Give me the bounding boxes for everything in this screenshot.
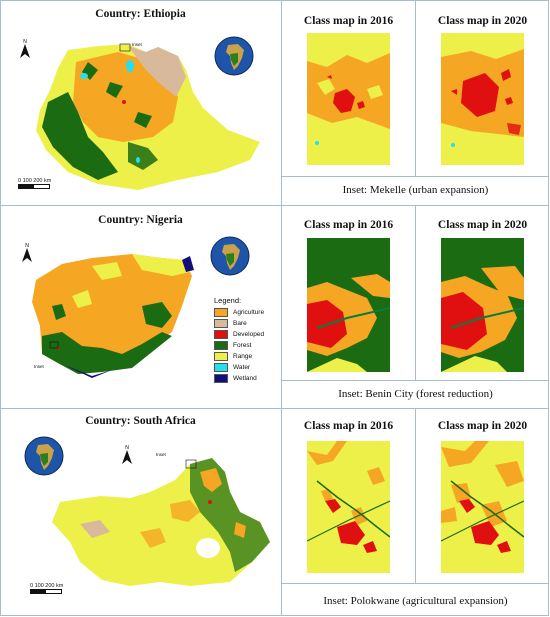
legend-item-bare: Bare — [214, 318, 264, 329]
caption-divider — [281, 583, 549, 584]
map-2020-title: Class map in 2020 — [437, 15, 528, 27]
map-2020-title: Class map in 2020 — [437, 219, 528, 231]
scale-bar: 0 100 200 km — [30, 583, 63, 594]
inset-marker-label: Inset — [132, 42, 142, 47]
country-title-south-africa: Country: South Africa — [85, 415, 196, 427]
inset-marker-label: Inset — [156, 452, 166, 457]
map-2020-title: Class map in 2020 — [437, 420, 528, 432]
inset-marker-label: Inset — [34, 364, 44, 369]
north-arrow-icon: N — [122, 445, 132, 464]
map-legend: Legend: Agriculture Bare Developed Fores… — [214, 296, 264, 384]
scale-bar: 0 100 200 km — [18, 178, 51, 189]
map-2016-title: Class map in 2016 — [303, 15, 394, 27]
legend-item-forest: Forest — [214, 340, 264, 351]
svg-text:N: N — [25, 243, 29, 249]
globe-africa-icon — [214, 36, 254, 76]
row-divider — [0, 408, 549, 409]
legend-item-water: Water — [214, 362, 264, 373]
legend-title: Legend: — [214, 296, 242, 305]
caption-divider — [281, 380, 549, 381]
column-divider — [281, 0, 282, 616]
nigeria-country-map — [32, 254, 194, 378]
south-africa-class-map-2020 — [441, 441, 524, 573]
ethiopia-country-map — [36, 43, 260, 190]
row-divider — [0, 205, 549, 206]
caption-divider — [281, 176, 549, 177]
inset-caption-south-africa: Inset: Polokwane (agricultural expansion… — [323, 595, 508, 607]
legend-item-agriculture: Agriculture — [214, 307, 264, 318]
ethiopia-class-map-2016 — [307, 33, 390, 165]
legend-item-developed: Developed — [214, 329, 264, 340]
legend-item-wetland: Wetland — [214, 373, 264, 384]
south-africa-class-map-2016 — [307, 441, 390, 573]
globe-africa-icon — [210, 236, 250, 276]
scale-label: 0 100 200 km — [30, 583, 64, 589]
country-title-nigeria: Country: Nigeria — [98, 214, 183, 226]
svg-text:N: N — [125, 445, 129, 451]
column-divider — [415, 0, 416, 176]
legend-item-range: Range — [214, 351, 264, 362]
globe-africa-icon — [24, 436, 64, 476]
north-arrow-icon: N — [22, 243, 32, 262]
scale-label: 0 100 200 km — [18, 178, 52, 184]
map-2016-title: Class map in 2016 — [303, 219, 394, 231]
map-2016-title: Class map in 2016 — [303, 420, 394, 432]
ethiopia-class-map-2020 — [441, 33, 524, 165]
inset-caption-ethiopia: Inset: Mekelle (urban expansion) — [342, 184, 489, 196]
column-divider — [415, 205, 416, 380]
column-divider — [415, 408, 416, 583]
inset-caption-nigeria: Inset: Benin City (forest reduction) — [338, 388, 493, 400]
nigeria-class-map-2016 — [307, 238, 390, 372]
country-title-ethiopia: Country: Ethiopia — [95, 8, 186, 20]
south-africa-country-map — [52, 458, 270, 586]
nigeria-class-map-2020 — [441, 238, 524, 372]
svg-text:N: N — [23, 39, 27, 45]
north-arrow-icon: N — [20, 39, 30, 58]
